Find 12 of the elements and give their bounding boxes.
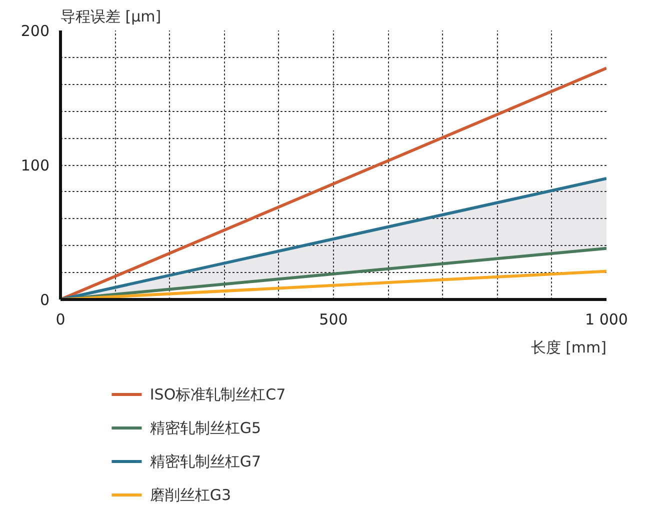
legend-label: 精密轧制丝杠G5 bbox=[150, 419, 262, 437]
legend-label: 精密轧制丝杠G7 bbox=[150, 452, 262, 470]
y-tick-label: 0 bbox=[40, 291, 50, 309]
y-tick-label: 200 bbox=[20, 22, 50, 40]
x-axis-title: 长度 [mm] bbox=[530, 338, 607, 356]
y-axis-title: 导程误差 [μm] bbox=[60, 8, 162, 26]
y-tick-label: 100 bbox=[20, 156, 50, 174]
legend-label: 磨削丝杠G3 bbox=[150, 486, 232, 504]
x-tick-label: 500 bbox=[319, 310, 348, 328]
legend-label: ISO标准轧制丝杠C7 bbox=[150, 386, 286, 404]
x-tick-label: 0 bbox=[56, 310, 66, 328]
x-tick-label: 1 000 bbox=[585, 310, 628, 328]
